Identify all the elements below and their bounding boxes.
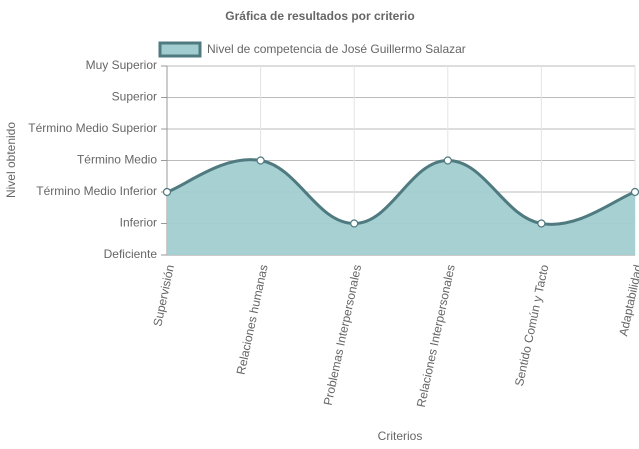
point — [256, 156, 265, 165]
point — [162, 187, 172, 197]
x-tick-label: Adaptabilidad — [616, 263, 639, 337]
area-fill — [167, 159, 635, 255]
x-tick-label: Relaciones humanas — [234, 263, 271, 376]
y-tick-label: Superior — [112, 90, 157, 104]
point — [630, 187, 639, 197]
x-axis-title: Criterios — [378, 429, 423, 443]
point — [350, 219, 359, 228]
legend-swatch — [158, 41, 202, 58]
legend-label: Nivel de competencia de José Guillermo S… — [207, 42, 466, 56]
y-tick-label: Término Medio Inferior — [36, 184, 157, 198]
y-axis-title: Nivel obtenido — [4, 122, 18, 198]
x-tick-label: Sentido Común y Tacto — [512, 263, 552, 387]
x-tick-label: Supervisión — [150, 263, 177, 327]
x-tick-label: Problemas Interpersonales — [321, 263, 365, 406]
y-tick-label: Deficiente — [104, 247, 158, 261]
y-tick-label: Término Medio — [77, 153, 157, 167]
y-tick-label: Inferior — [120, 216, 157, 230]
chart-title: Gráfica de resultados por criterio — [225, 9, 414, 23]
y-tick-label: Término Medio Superior — [28, 121, 157, 135]
x-tick-label: Relaciones Interpersonales — [414, 263, 458, 408]
point — [443, 156, 452, 165]
line — [166, 158, 636, 226]
y-tick-label: Muy Superior — [86, 58, 157, 72]
point — [537, 219, 546, 228]
